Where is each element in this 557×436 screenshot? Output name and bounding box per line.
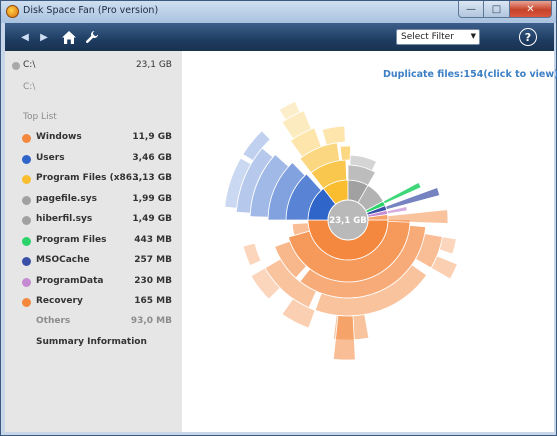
toolbar: ◀ ▶ Select Filter ▼ ? bbox=[5, 23, 554, 51]
item-label: pagefile.sys bbox=[36, 193, 97, 204]
duplicate-files-link[interactable]: Duplicate files:154(click to view) bbox=[383, 69, 557, 80]
app-logo-icon bbox=[6, 5, 19, 18]
color-dot bbox=[22, 298, 31, 307]
fan-slice-msocache-sub[interactable] bbox=[385, 186, 441, 211]
color-dot bbox=[22, 216, 31, 225]
main-panel: Duplicate files:154(click to view) 23,1 … bbox=[182, 51, 557, 432]
top-list-heading: Top List bbox=[23, 112, 57, 122]
color-dot bbox=[22, 257, 31, 266]
fan-slice-users-sub[interactable] bbox=[242, 130, 271, 162]
minimize-button[interactable]: — bbox=[458, 1, 484, 18]
fan-slice-pfx86-sub[interactable] bbox=[339, 145, 351, 161]
fan-slice-windows-sub[interactable] bbox=[264, 258, 317, 309]
fan-slice-gray-sub[interactable] bbox=[349, 154, 378, 172]
fan-center-label: 23,1 GB bbox=[329, 216, 366, 226]
top-list: Windows 11,9 GB Users 3,46 GB Program Fi… bbox=[5, 130, 182, 315]
item-label: hiberfil.sys bbox=[36, 214, 93, 224]
chevron-down-icon: ▼ bbox=[470, 32, 476, 40]
fan-center[interactable] bbox=[327, 199, 369, 241]
item-size: 165 MB bbox=[134, 296, 172, 306]
item-label: Program Files (x86... bbox=[36, 173, 143, 183]
item-size: 3,13 GB bbox=[132, 173, 172, 183]
item-size: 1,99 GB bbox=[132, 193, 172, 204]
list-item[interactable]: Program Files 443 MB bbox=[5, 233, 182, 254]
list-item[interactable]: hiberfil.sys 1,49 GB bbox=[5, 212, 182, 233]
fan-slice-windows-sub[interactable] bbox=[430, 255, 458, 280]
fan-slice-windows-sub[interactable] bbox=[332, 315, 356, 361]
fan-slice-program-files-sub[interactable] bbox=[382, 181, 422, 205]
list-item[interactable]: Windows 11,9 GB bbox=[5, 130, 182, 151]
close-button[interactable]: ✕ bbox=[510, 1, 552, 18]
item-label: Program Files bbox=[36, 234, 107, 245]
fan-slice-recovery-sub[interactable] bbox=[387, 209, 449, 224]
item-size: 257 MB bbox=[134, 255, 172, 265]
drive-color-dot bbox=[12, 62, 20, 70]
color-dot bbox=[22, 195, 31, 205]
home-icon[interactable] bbox=[60, 23, 78, 51]
filter-select[interactable]: Select Filter ▼ bbox=[396, 29, 480, 45]
color-dot bbox=[22, 277, 31, 287]
drive-size: 23,1 GB bbox=[135, 60, 172, 70]
disk-usage-fan-chart[interactable]: 23,1 GB bbox=[182, 51, 554, 432]
item-size: 230 MB bbox=[134, 275, 172, 286]
list-item[interactable]: Program Files (x86... 3,13 GB bbox=[5, 171, 182, 192]
drive-label: C:\ bbox=[23, 60, 36, 70]
list-item[interactable]: ProgramData 230 MB bbox=[5, 274, 182, 295]
item-label: Users bbox=[36, 152, 65, 163]
list-item[interactable]: MSOCache 257 MB bbox=[5, 253, 182, 274]
fan-slice-users-sub[interactable] bbox=[224, 157, 252, 209]
fan-slice-windows-sub[interactable] bbox=[281, 298, 316, 329]
item-label: Recovery bbox=[36, 296, 83, 306]
fan-slice-windows-sub[interactable] bbox=[438, 236, 457, 255]
filter-select-value: Select Filter bbox=[401, 32, 454, 42]
fan-slice-windows-sub[interactable] bbox=[250, 267, 281, 300]
back-arrow-icon[interactable]: ◀ bbox=[21, 31, 29, 43]
summary-information-link[interactable]: Summary Information bbox=[36, 337, 147, 347]
window-controls: — □ ✕ bbox=[458, 1, 552, 18]
item-size: 443 MB bbox=[134, 234, 172, 245]
others-size: 93,0 MB bbox=[130, 316, 172, 326]
item-label: ProgramData bbox=[36, 275, 104, 286]
list-item[interactable]: Users 3,46 GB bbox=[5, 151, 182, 172]
help-icon[interactable]: ? bbox=[519, 28, 537, 46]
item-size: 3,46 GB bbox=[132, 152, 172, 163]
color-dot bbox=[22, 175, 31, 184]
color-dot bbox=[22, 154, 31, 164]
item-label: Windows bbox=[36, 132, 82, 142]
list-item[interactable]: Recovery 165 MB bbox=[5, 294, 182, 315]
fan-slice-windows-sub[interactable] bbox=[291, 222, 311, 236]
list-item[interactable]: pagefile.sys 1,99 GB bbox=[5, 192, 182, 213]
current-path: C:\ bbox=[23, 82, 36, 92]
sidebar: C:\ 23,1 GB C:\ Top List Windows 11,9 GB… bbox=[5, 51, 182, 432]
title-bar[interactable]: Disk Space Fan (Pro version) — □ ✕ bbox=[1, 1, 556, 23]
content-area: C:\ 23,1 GB C:\ Top List Windows 11,9 GB… bbox=[5, 51, 557, 432]
window-title: Disk Space Fan (Pro version) bbox=[23, 5, 159, 16]
color-dot bbox=[22, 236, 31, 246]
others-label[interactable]: Others bbox=[36, 316, 71, 326]
fan-slice-windows-sub[interactable] bbox=[242, 242, 262, 267]
item-size: 1,49 GB bbox=[132, 214, 172, 224]
fan-slice-pfx86-sub[interactable] bbox=[278, 100, 301, 121]
drive-row[interactable]: C:\ 23,1 GB bbox=[5, 59, 182, 73]
color-dot bbox=[22, 134, 31, 143]
maximize-button[interactable]: □ bbox=[484, 1, 510, 18]
settings-wrench-icon[interactable] bbox=[84, 23, 100, 51]
item-label: MSOCache bbox=[36, 255, 90, 265]
item-size: 11,9 GB bbox=[132, 132, 172, 142]
fan-slice-pfx86-sub[interactable] bbox=[321, 125, 346, 146]
fan-slice-programdata-sub[interactable] bbox=[386, 206, 408, 215]
forward-arrow-icon[interactable]: ▶ bbox=[40, 31, 48, 43]
